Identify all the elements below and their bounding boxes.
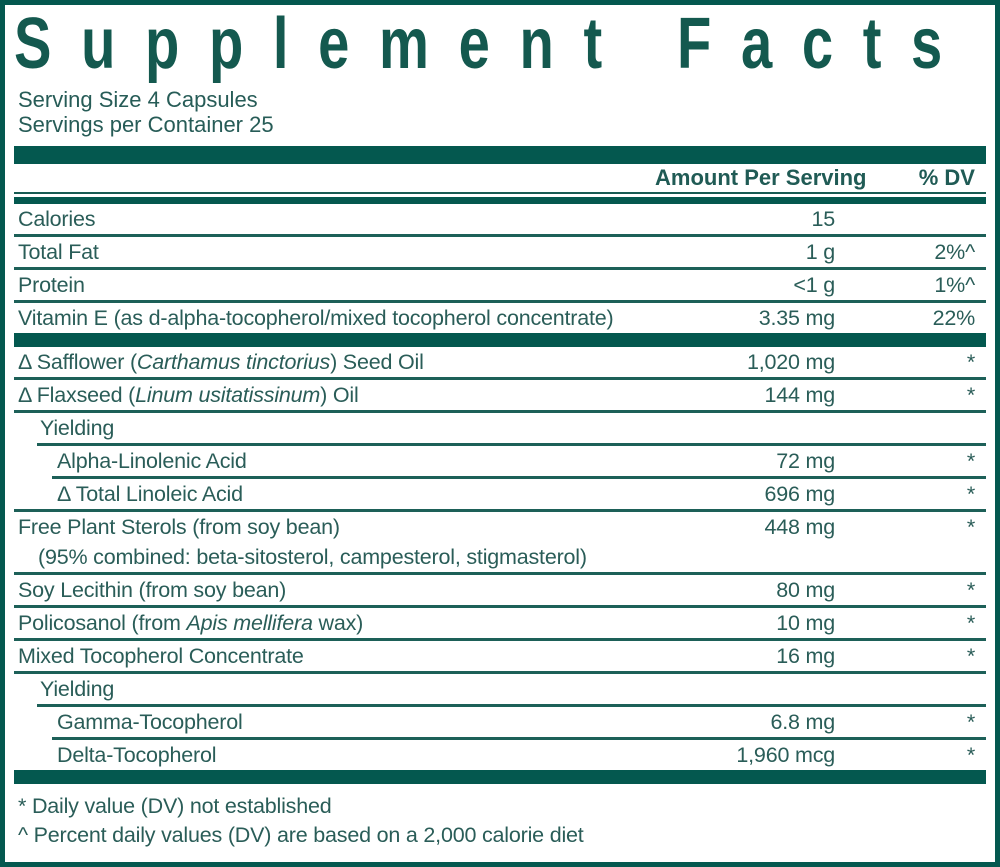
ingredient-name: Δ Total Linoleic Acid <box>57 482 243 506</box>
table-row: Mixed Tocopherol Concentrate 16 mg * <box>14 641 986 674</box>
amount-value: 16 mg <box>776 644 835 668</box>
amount-value: 10 mg <box>776 611 835 635</box>
table-row: Free Plant Sterols (from soy bean) (95% c… <box>14 512 986 575</box>
table-row: Δ Total Linoleic Acid 696 mg * <box>14 479 986 512</box>
ingredient-name: Free Plant Sterols (from soy bean) (95% c… <box>18 512 655 572</box>
table-row: Δ Flaxseed (Linum usitatissinum) Oil 144 … <box>14 380 986 413</box>
ingredient-note: (95% combined: beta-sitosterol, campeste… <box>38 545 587 569</box>
ingredient-name: Δ Safflower (Carthamus tinctorius) Seed … <box>18 350 424 374</box>
amount-value: 696 mg <box>764 482 835 506</box>
amount-value: 80 mg <box>776 578 835 602</box>
dv-value: * <box>966 449 975 473</box>
amount-value: 1 g <box>805 240 835 264</box>
footnote-percent-daily-values: ^ Percent daily values (DV) are based on… <box>18 823 584 847</box>
dv-value: 1%^ <box>934 273 975 297</box>
table-row: Yielding <box>37 413 986 446</box>
dv-value: 2%^ <box>934 240 975 264</box>
ingredient-name: Mixed Tocopherol Concentrate <box>18 644 304 668</box>
section-divider-bar <box>14 770 986 784</box>
dv-value: 22% <box>932 306 976 330</box>
ingredient-name: Soy Lecithin (from soy bean) <box>18 578 287 602</box>
section-divider-bar <box>14 333 986 347</box>
page-title: Supplement Facts <box>14 4 972 84</box>
dv-value: * <box>966 743 975 767</box>
ingredient-name: Yielding <box>40 416 115 440</box>
facts-rows: Calories 15 Total Fat 1 g 2%^ Protein <1 g 1%^ V… <box>14 204 986 784</box>
amount-value: <1 g <box>793 273 835 297</box>
ingredient-name: Yielding <box>40 677 115 701</box>
dv-value: * <box>966 644 975 668</box>
dv-value: * <box>966 611 975 635</box>
table-row: Calories 15 <box>14 204 986 237</box>
dv-value: * <box>966 482 975 506</box>
serving-size: Serving Size 4 Capsules <box>18 87 258 112</box>
amount-value: 6.8 mg <box>770 710 835 734</box>
amount-value: 1,960 mcg <box>736 743 835 767</box>
ingredient-name: Total Fat <box>18 240 99 264</box>
amount-value: 448 mg <box>764 515 835 539</box>
table-row: Total Fat 1 g 2%^ <box>14 237 986 270</box>
top-divider-bar <box>14 146 986 164</box>
header-amount-per-serving: Amount Per Serving <box>655 165 867 190</box>
amount-value: 144 mg <box>764 383 835 407</box>
table-row: Alpha-Linolenic Acid 72 mg * <box>52 446 986 479</box>
table-row: Protein <1 g 1%^ <box>14 270 986 303</box>
ingredient-name: Vitamin E (as d-alpha-tocopherol/mixed t… <box>18 306 614 330</box>
ingredient-name: Calories <box>18 207 96 231</box>
header-divider-bar <box>14 197 986 204</box>
table-row: Delta-Tocopherol 1,960 mcg * <box>14 740 986 770</box>
table-row: Policosanol (from Apis mellifera wax) 10 … <box>14 608 986 641</box>
table-row: Vitamin E (as d-alpha-tocopherol/mixed t… <box>14 303 986 333</box>
footnote-daily-value: * Daily value (DV) not established <box>18 794 332 818</box>
ingredient-name: Policosanol (from Apis mellifera wax) <box>18 611 364 635</box>
header-percent-dv: % DV <box>918 165 975 190</box>
ingredient-name: Protein <box>18 273 85 297</box>
ingredient-name: Alpha-Linolenic Acid <box>57 449 247 473</box>
table-row: Δ Safflower (Carthamus tinctorius) Seed … <box>14 347 986 380</box>
dv-value: * <box>966 578 975 602</box>
ingredient-name: Δ Flaxseed (Linum usitatissinum) Oil <box>18 383 359 407</box>
table-header: Amount Per Serving % DV <box>14 164 986 194</box>
dv-value: * <box>966 350 975 374</box>
amount-value: 72 mg <box>776 449 835 473</box>
amount-value: 3.35 mg <box>758 306 835 330</box>
table-row: Yielding <box>37 674 986 707</box>
servings-per-container: Servings per Container 25 <box>18 112 274 137</box>
table-row: Gamma-Tocopherol 6.8 mg * <box>52 707 986 740</box>
dv-value: * <box>966 710 975 734</box>
ingredient-name: Gamma-Tocopherol <box>57 710 243 734</box>
table-row: Soy Lecithin (from soy bean) 80 mg * <box>14 575 986 608</box>
ingredient-name: Delta-Tocopherol <box>57 743 217 767</box>
dv-value: * <box>966 515 975 539</box>
dv-value: * <box>966 383 975 407</box>
amount-value: 15 <box>811 207 835 231</box>
amount-value: 1,020 mg <box>746 350 835 374</box>
